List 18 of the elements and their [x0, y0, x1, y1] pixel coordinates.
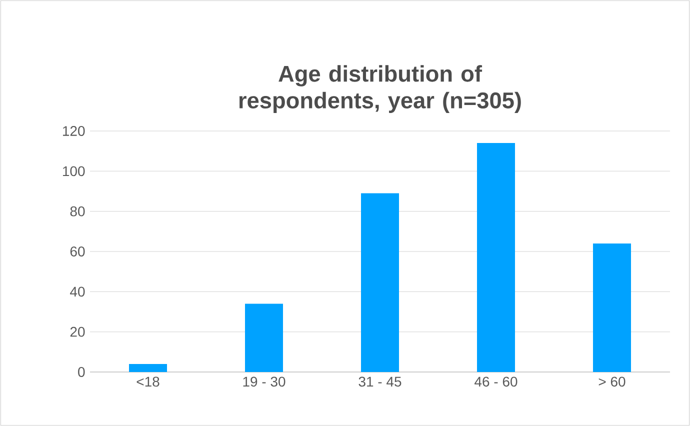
bar: [477, 143, 515, 372]
x-tick-label: 31 - 45: [358, 376, 402, 387]
y-tick-label: 40: [70, 286, 85, 297]
x-tick-label: 46 - 60: [474, 376, 518, 387]
x-tick-label: <18: [136, 376, 160, 387]
y-tick-label: 120: [63, 126, 85, 136]
chart-title: Age distribution of respondents, year (n=305): [239, 65, 521, 113]
bar: [593, 243, 631, 372]
x-tick-label: > 60: [598, 376, 626, 387]
y-tick-label: 20: [70, 326, 85, 337]
y-tick-label: 0: [78, 367, 85, 377]
bar: [129, 364, 168, 372]
y-tick-label: 100: [63, 166, 85, 176]
y-tick-label: 80: [70, 206, 85, 216]
x-tick-label: 19 - 30: [243, 376, 286, 387]
bar: [361, 193, 400, 372]
y-tick-label: 60: [70, 246, 85, 256]
bar: [245, 304, 284, 372]
